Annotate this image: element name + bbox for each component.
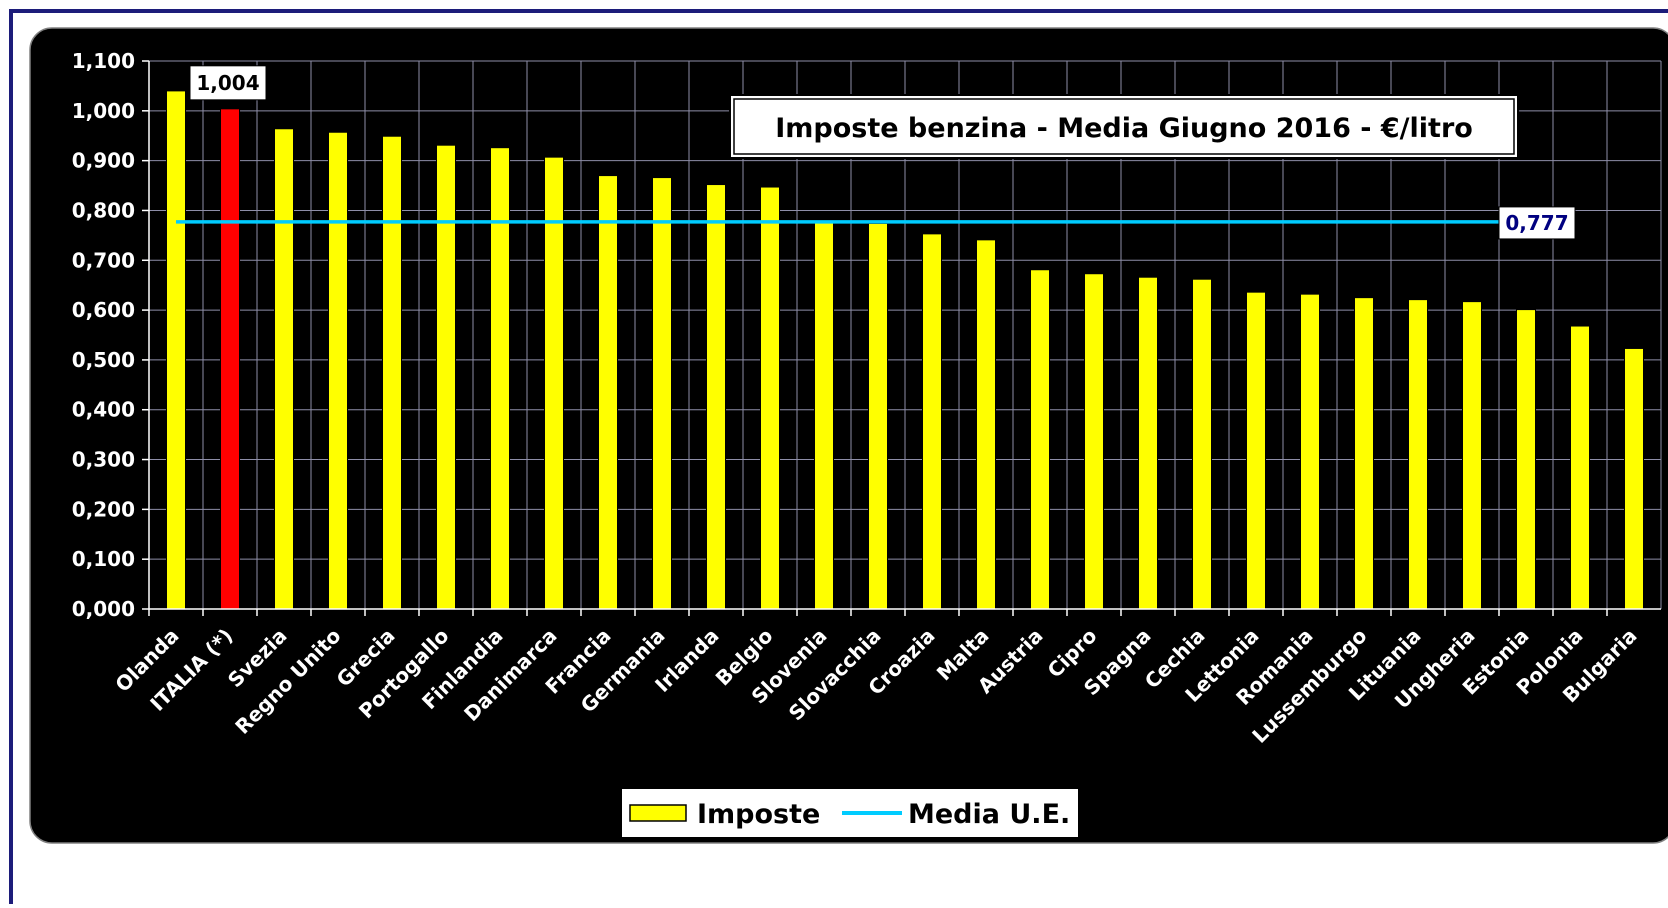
bar-ungheria (1462, 301, 1482, 610)
bar-cechia (1192, 278, 1212, 610)
bar-germania (652, 177, 672, 610)
chart-title: Imposte benzina - Media Giugno 2016 - €/… (775, 113, 1473, 144)
data-label-box (1498, 206, 1576, 240)
bar-spagna (1138, 276, 1158, 610)
bar-irlanda (706, 184, 726, 610)
bar-layer (166, 90, 1644, 610)
y-tick-label: 0,400 (72, 398, 135, 422)
bar-malta (976, 239, 996, 610)
legend-label-media: Media U.E. (908, 799, 1070, 830)
bar-belgio (760, 186, 780, 610)
legend-label-imposte: Imposte (697, 799, 820, 830)
y-tick-label: 0,200 (72, 497, 135, 521)
bar-portogallo (436, 144, 456, 610)
bar-danimarca (544, 156, 564, 610)
bar-cipro (1084, 273, 1104, 610)
axis-layer (142, 60, 1661, 616)
bar-regno-unito (328, 131, 348, 610)
bar-slovenia (814, 222, 834, 610)
bar-francia (598, 175, 618, 610)
y-tick-label: 0,000 (72, 597, 135, 621)
y-tick-label: 0,900 (72, 149, 135, 173)
y-tick-label: 0,800 (72, 198, 135, 222)
bar-lituania (1408, 299, 1428, 610)
y-tick-label: 0,300 (72, 448, 135, 472)
bar-austria (1030, 269, 1050, 610)
legend: Imposte Media U.E. (620, 787, 1080, 839)
bar-croazia (922, 233, 942, 610)
data-label: 0,777 (1505, 211, 1568, 235)
y-tick-label: 0,500 (72, 348, 135, 372)
bar-grecia (382, 135, 402, 610)
y-tick-label: 0,600 (72, 298, 135, 322)
bar-polonia (1570, 325, 1590, 610)
chart-frame: 0,000 0,100 0,200 0,300 0,400 0,500 0,600 0,700… (9, 9, 1668, 904)
y-tick-label: 1,100 (72, 49, 135, 73)
data-label-box (189, 65, 267, 101)
bar-estonia (1516, 309, 1536, 610)
bar-finlandia (490, 147, 510, 610)
y-tick-label: 1,000 (72, 99, 135, 123)
chart-title-box: Imposte benzina - Media Giugno 2016 - €/… (729, 94, 1519, 159)
bar-slovacchia (868, 222, 888, 610)
y-tick-label: 0,700 (72, 248, 135, 272)
bar-lettonia (1246, 291, 1266, 610)
bar-svezia (274, 128, 294, 610)
y-tick-label: 0,100 (72, 547, 135, 571)
bar-olanda (166, 90, 186, 610)
chart-svg: 0,000 0,100 0,200 0,300 0,400 0,500 0,600 0,700… (29, 27, 1668, 844)
data-label: 1,004 (196, 71, 259, 95)
bar-romania (1300, 293, 1320, 610)
legend-swatch-imposte (629, 804, 687, 822)
bar-italia (220, 108, 240, 610)
bar-lussemburgo (1354, 297, 1374, 610)
bar-bulgaria (1624, 347, 1644, 610)
